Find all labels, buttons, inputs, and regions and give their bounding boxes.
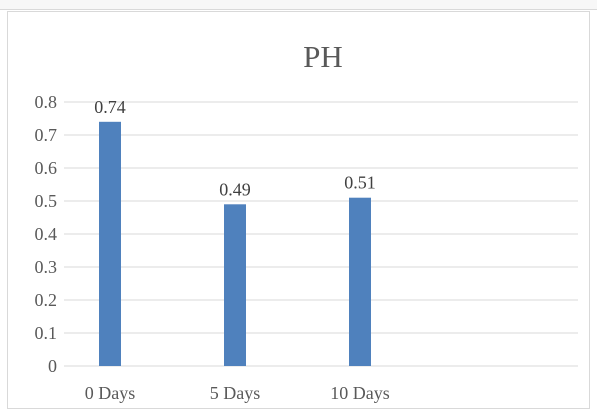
bar-0-days bbox=[99, 121, 121, 366]
y-axis-tick-labels: 0 0.1 0.2 0.3 0.4 0.5 0.6 0.7 0.8 bbox=[35, 92, 58, 376]
bars bbox=[99, 121, 371, 366]
x-tick-label: 10 Days bbox=[330, 383, 390, 403]
bar-5-days bbox=[224, 204, 246, 366]
data-label: 0.74 bbox=[94, 97, 126, 117]
data-label: 0.49 bbox=[219, 179, 251, 199]
y-tick-label: 0.6 bbox=[35, 158, 58, 178]
y-tick-label: 0.7 bbox=[35, 125, 58, 145]
x-axis-tick-labels: 0 Days 5 Days 10 Days bbox=[85, 383, 390, 403]
y-tick-label: 0.5 bbox=[35, 191, 58, 211]
y-tick-label: 0.3 bbox=[35, 257, 58, 277]
y-tick-label: 0.2 bbox=[35, 290, 58, 310]
y-tick-label: 0 bbox=[48, 356, 57, 376]
y-tick-label: 0.4 bbox=[35, 224, 58, 244]
chart-title: PH bbox=[303, 39, 343, 74]
top-strip bbox=[0, 0, 597, 10]
y-tick-label: 0.8 bbox=[35, 92, 58, 112]
data-label: 0.51 bbox=[344, 173, 376, 193]
x-tick-label: 0 Days bbox=[85, 383, 136, 403]
bar-10-days bbox=[349, 197, 371, 366]
gridlines bbox=[64, 101, 578, 367]
x-tick-label: 5 Days bbox=[210, 383, 261, 403]
y-tick-label: 0.1 bbox=[35, 323, 58, 343]
data-labels: 0.74 0.49 0.51 bbox=[94, 97, 376, 200]
